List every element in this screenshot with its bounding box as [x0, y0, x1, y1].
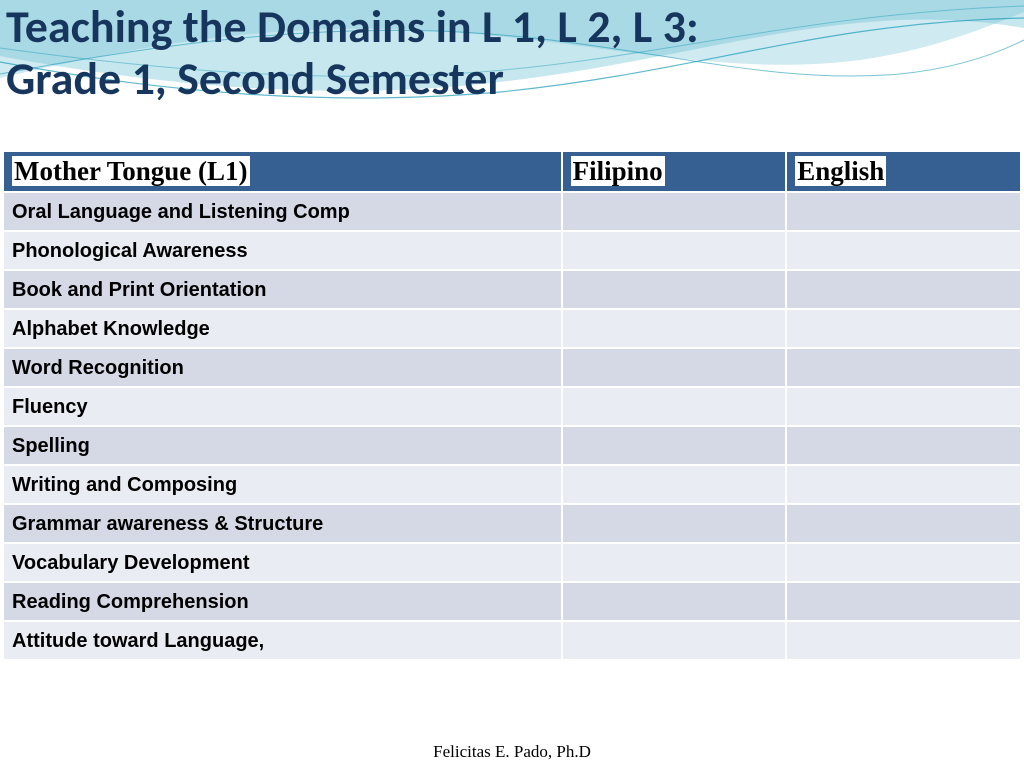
table-body: Oral Language and Listening CompPhonolog… — [4, 193, 1020, 659]
table-header-row: Mother Tongue (L1) Filipino English — [4, 152, 1020, 191]
row-label: Writing and Composing — [4, 466, 561, 503]
row-label: Reading Comprehension — [4, 583, 561, 620]
cell-english — [787, 427, 1020, 464]
slide: Teaching the Domains in L 1, L 2, L 3: G… — [0, 0, 1024, 768]
table-row: Book and Print Orientation — [4, 271, 1020, 308]
slide-footer: Felicitas E. Pado, Ph.D — [0, 742, 1024, 762]
row-label: Grammar awareness & Structure — [4, 505, 561, 542]
row-label: Attitude toward Language, — [4, 622, 561, 659]
table-row: Attitude toward Language, — [4, 622, 1020, 659]
row-label: Alphabet Knowledge — [4, 310, 561, 347]
cell-filipino — [563, 583, 786, 620]
table-row: Word Recognition — [4, 349, 1020, 386]
table-row: Fluency — [4, 388, 1020, 425]
header-cell-text: Mother Tongue (L1) — [12, 156, 250, 186]
table-row: Reading Comprehension — [4, 583, 1020, 620]
cell-filipino — [563, 349, 786, 386]
table-row: Vocabulary Development — [4, 544, 1020, 581]
row-label: Fluency — [4, 388, 561, 425]
cell-filipino — [563, 622, 786, 659]
cell-english — [787, 193, 1020, 230]
cell-filipino — [563, 232, 786, 269]
cell-filipino — [563, 505, 786, 542]
cell-english — [787, 349, 1020, 386]
cell-filipino — [563, 388, 786, 425]
cell-filipino — [563, 193, 786, 230]
table-row: Spelling — [4, 427, 1020, 464]
table-row: Oral Language and Listening Comp — [4, 193, 1020, 230]
cell-english — [787, 583, 1020, 620]
cell-english — [787, 466, 1020, 503]
row-label: Word Recognition — [4, 349, 561, 386]
table-row: Alphabet Knowledge — [4, 310, 1020, 347]
table-row: Grammar awareness & Structure — [4, 505, 1020, 542]
cell-filipino — [563, 544, 786, 581]
cell-filipino — [563, 427, 786, 464]
header-cell-text: Filipino — [571, 156, 665, 186]
row-label: Vocabulary Development — [4, 544, 561, 581]
cell-english — [787, 388, 1020, 425]
header-mother-tongue: Mother Tongue (L1) — [4, 152, 561, 191]
header-english: English — [787, 152, 1020, 191]
cell-english — [787, 622, 1020, 659]
row-label: Phonological Awareness — [4, 232, 561, 269]
cell-english — [787, 232, 1020, 269]
cell-filipino — [563, 310, 786, 347]
cell-english — [787, 310, 1020, 347]
header-cell-text: English — [795, 156, 886, 186]
table-row: Writing and Composing — [4, 466, 1020, 503]
cell-english — [787, 271, 1020, 308]
domains-table-container: Mother Tongue (L1) Filipino English Oral… — [2, 150, 1022, 661]
cell-filipino — [563, 271, 786, 308]
row-label: Book and Print Orientation — [4, 271, 561, 308]
cell-english — [787, 505, 1020, 542]
cell-english — [787, 544, 1020, 581]
domains-table: Mother Tongue (L1) Filipino English Oral… — [2, 150, 1022, 661]
header-filipino: Filipino — [563, 152, 786, 191]
cell-filipino — [563, 466, 786, 503]
row-label: Spelling — [4, 427, 561, 464]
slide-title: Teaching the Domains in L 1, L 2, L 3: G… — [6, 2, 699, 105]
table-row: Phonological Awareness — [4, 232, 1020, 269]
row-label: Oral Language and Listening Comp — [4, 193, 561, 230]
